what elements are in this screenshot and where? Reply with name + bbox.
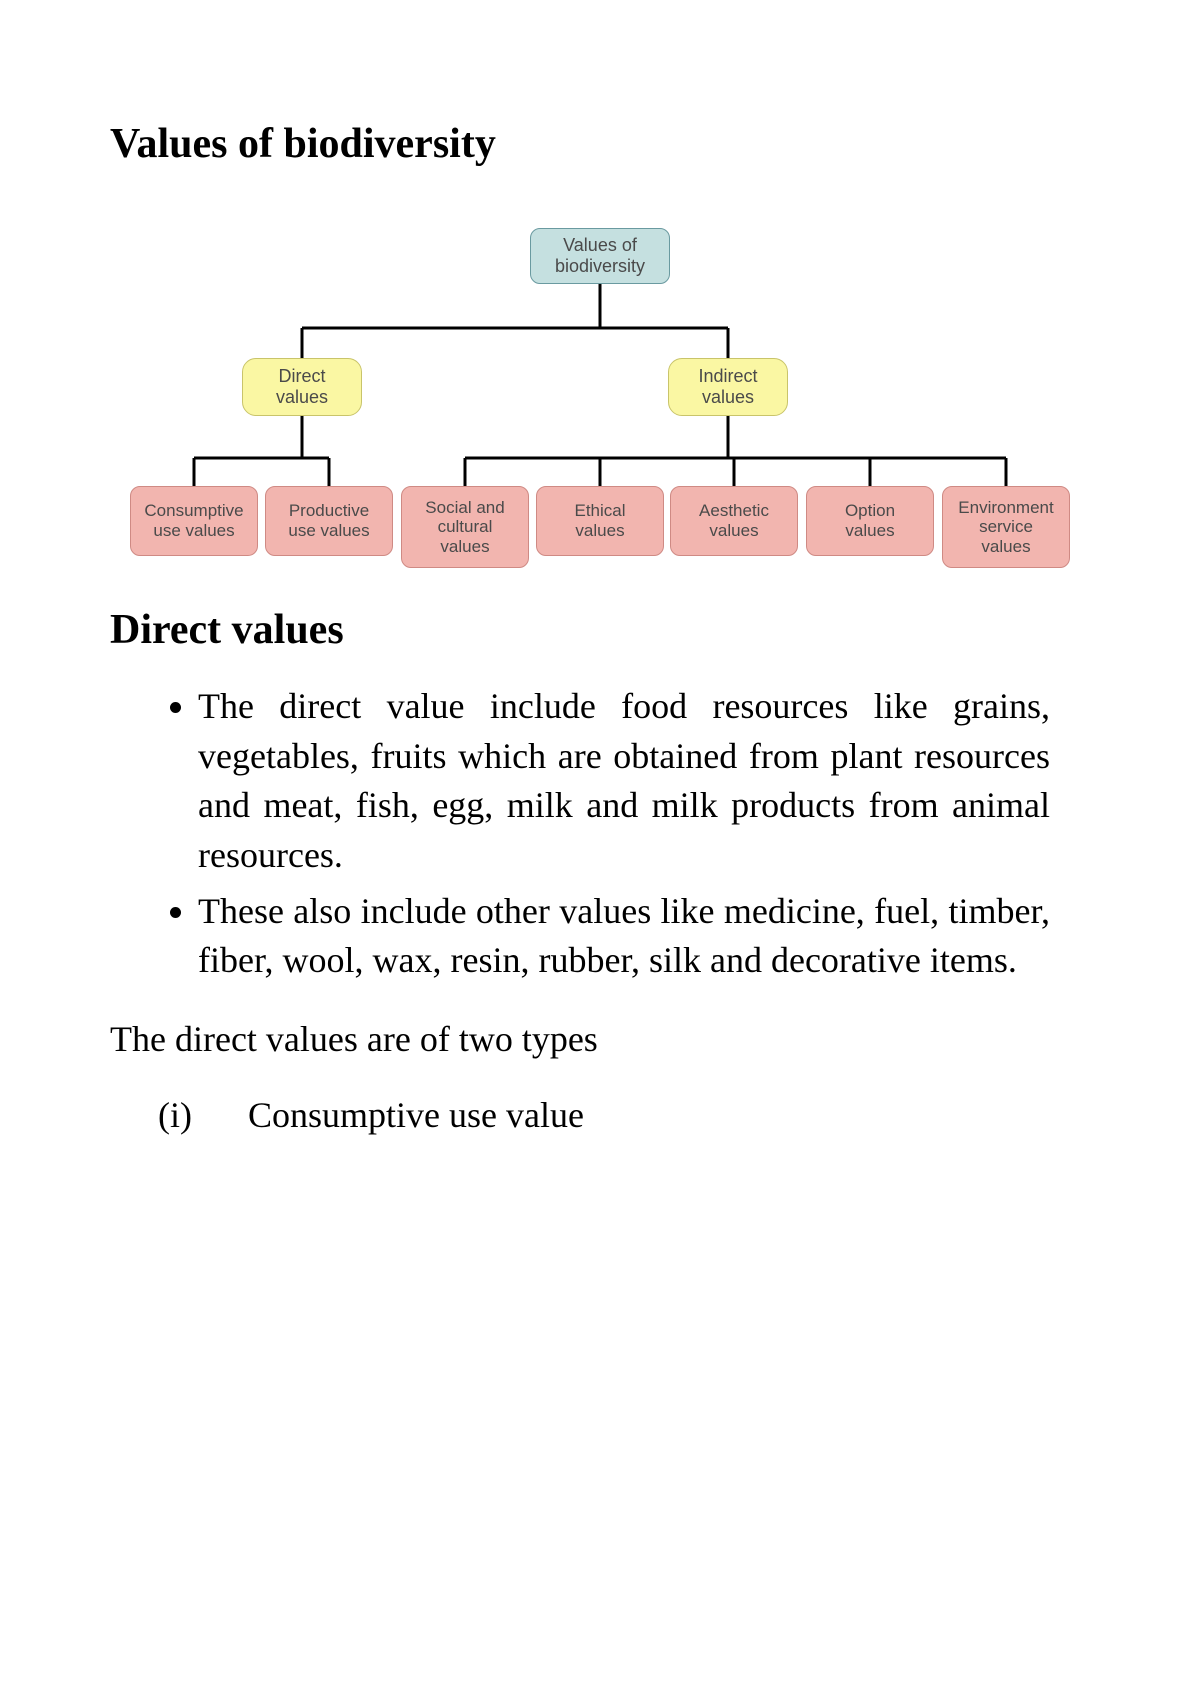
biodiversity-tree-diagram: Values ofbiodiversity Directvalues Indirec… <box>130 228 1070 588</box>
tree-leaf-node-6: Environmentservicevalues <box>942 486 1070 568</box>
bullet-item-0: The direct value include food resources … <box>198 682 1050 881</box>
tree-leaf-node-4: Aestheticvalues <box>670 486 798 556</box>
tree-leaf-node-1: Productiveuse values <box>265 486 393 556</box>
tree-root-node: Values ofbiodiversity <box>530 228 670 284</box>
bullet-item-1: These also include other values like med… <box>198 887 1050 986</box>
tree-leaf-node-0: Consumptiveuse values <box>130 486 258 556</box>
enum-text: Consumptive use value <box>248 1090 584 1140</box>
tree-leaf-node-3: Ethicalvalues <box>536 486 664 556</box>
enum-item-1: (i) Consumptive use value <box>110 1090 1090 1140</box>
tree-leaf-node-5: Optionvalues <box>806 486 934 556</box>
tree-leaf-node-2: Social andculturalvalues <box>401 486 529 568</box>
direct-values-types-intro: The direct values are of two types <box>110 1014 1090 1064</box>
tree-mid-node-indirect: Indirectvalues <box>668 358 788 416</box>
page-title: Values of biodiversity <box>110 120 1090 168</box>
enum-label: (i) <box>158 1090 248 1140</box>
direct-values-bullet-list: The direct value include food resources … <box>110 682 1090 986</box>
section-heading-direct-values: Direct values <box>110 606 1090 654</box>
tree-mid-node-direct: Directvalues <box>242 358 362 416</box>
